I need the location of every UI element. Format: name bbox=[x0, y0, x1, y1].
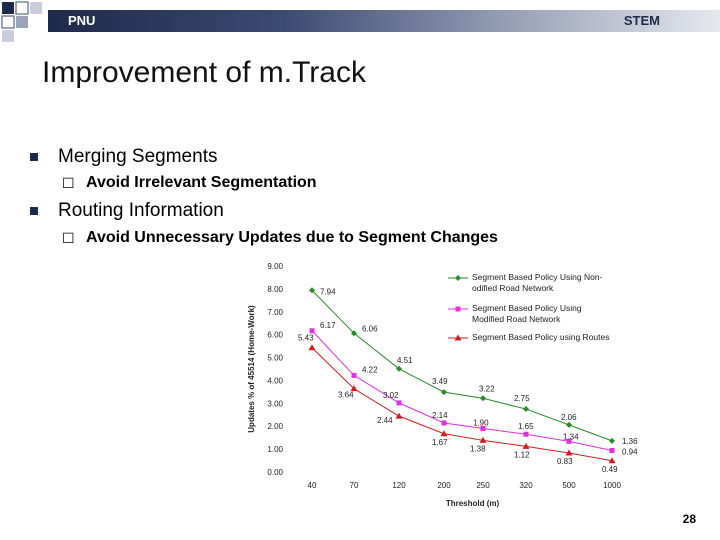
data-label: 4.22 bbox=[362, 365, 378, 374]
header-left-label: PNU bbox=[68, 13, 96, 28]
y-tick-label: 3.00 bbox=[267, 399, 283, 408]
series-line bbox=[311, 289, 613, 442]
legend-marker bbox=[454, 334, 462, 341]
data-label: 0.49 bbox=[602, 465, 618, 474]
data-label: 0.83 bbox=[557, 457, 573, 466]
y-tick-label: 1.00 bbox=[267, 445, 283, 454]
data-point bbox=[479, 436, 487, 443]
data-point bbox=[523, 406, 529, 413]
data-point bbox=[609, 447, 615, 453]
data-label: 1.12 bbox=[514, 450, 530, 459]
sub-bullet-text: Avoid Irrelevant Segmentation bbox=[86, 174, 317, 191]
legend-label: Segment Based Policy using Routes bbox=[472, 332, 610, 342]
x-tick-label: 500 bbox=[562, 481, 576, 490]
data-point bbox=[608, 457, 616, 464]
slide-title: Improvement of m.Track bbox=[42, 56, 366, 89]
x-tick-label: 250 bbox=[476, 481, 490, 490]
x-tick-label: 70 bbox=[350, 481, 359, 490]
data-point bbox=[480, 395, 486, 402]
y-tick-label: 4.00 bbox=[267, 376, 283, 385]
data-point bbox=[309, 287, 315, 294]
y-tick-label: 9.00 bbox=[267, 262, 283, 271]
legend-marker bbox=[455, 306, 461, 312]
data-label: 2.06 bbox=[561, 413, 577, 422]
data-point bbox=[396, 400, 402, 406]
line-chart: 0.00 1.00 2.00 3.00 4.00 5.00 6.00 7.00 8.00 9.00… bbox=[247, 262, 638, 508]
data-point bbox=[565, 449, 573, 456]
legend-label: odified Road Network bbox=[472, 283, 554, 293]
series-line bbox=[311, 347, 613, 462]
data-label: 5.43 bbox=[298, 334, 314, 343]
data-point bbox=[396, 365, 402, 372]
data-label: 1.67 bbox=[432, 438, 448, 447]
data-label: 2.14 bbox=[432, 411, 448, 420]
logo-squares bbox=[1, 1, 42, 42]
legend-marker bbox=[455, 275, 461, 281]
checkbox-bullet-icon: ☐ bbox=[62, 175, 75, 191]
data-label: 3.22 bbox=[479, 384, 495, 393]
data-label: 4.51 bbox=[397, 356, 413, 365]
data-point bbox=[351, 372, 357, 378]
data-label: 3.64 bbox=[338, 391, 354, 400]
legend-label: Segment Based Policy Using bbox=[472, 303, 582, 313]
data-label: 1.65 bbox=[518, 422, 534, 431]
data-label: 1.36 bbox=[622, 437, 638, 446]
y-axis-label: Updates % of 45514 (Home-Work) bbox=[247, 305, 256, 433]
data-point bbox=[395, 412, 403, 419]
data-label: 2.75 bbox=[514, 394, 530, 403]
data-point bbox=[609, 437, 615, 444]
data-label: 0.94 bbox=[622, 447, 638, 456]
bullet-square-icon bbox=[30, 207, 38, 215]
page-number: 28 bbox=[682, 512, 696, 526]
data-label: 1.34 bbox=[563, 432, 579, 441]
checkbox-bullet-icon: ☐ bbox=[62, 230, 75, 246]
data-point bbox=[351, 330, 357, 337]
data-label: 1.38 bbox=[470, 444, 486, 453]
sub-bullet-text: Avoid Unnecessary Updates due to Segment… bbox=[86, 229, 498, 246]
series-line bbox=[311, 330, 613, 451]
y-tick-label: 2.00 bbox=[267, 422, 283, 431]
bullet-text: Merging Segments bbox=[58, 146, 218, 167]
x-tick-label: 120 bbox=[392, 481, 406, 490]
data-point bbox=[440, 430, 448, 437]
header-right-label: STEM bbox=[623, 13, 660, 28]
data-point bbox=[308, 344, 316, 351]
x-tick-label: 320 bbox=[519, 481, 533, 490]
data-point bbox=[309, 328, 315, 334]
data-label: 6.17 bbox=[320, 321, 336, 330]
y-tick-label: 5.00 bbox=[267, 354, 283, 363]
y-tick-label: 8.00 bbox=[267, 285, 283, 294]
header-bar: PNU STEM bbox=[48, 10, 720, 32]
data-label: 1.90 bbox=[473, 419, 489, 428]
data-point bbox=[441, 389, 447, 396]
legend-label: Segment Based Policy Using Non- bbox=[472, 272, 603, 282]
y-tick-label: 0.00 bbox=[267, 468, 283, 477]
x-tick-label: 40 bbox=[308, 481, 317, 490]
legend-label: Modified Road Network bbox=[472, 314, 561, 324]
data-point bbox=[350, 385, 358, 392]
data-label: 3.49 bbox=[432, 377, 448, 386]
x-tick-label: 1000 bbox=[603, 481, 621, 490]
data-point bbox=[566, 421, 572, 428]
data-point bbox=[523, 431, 529, 437]
bullet-text: Routing Information bbox=[58, 200, 224, 221]
data-point bbox=[441, 420, 447, 426]
data-point bbox=[480, 426, 486, 432]
data-point bbox=[522, 442, 530, 449]
data-label: 6.06 bbox=[362, 324, 378, 333]
x-tick-label: 200 bbox=[437, 481, 451, 490]
data-label: 2.44 bbox=[377, 416, 393, 425]
x-axis-label: Threshold (m) bbox=[446, 499, 500, 508]
data-point bbox=[566, 438, 572, 444]
bullet-square-icon bbox=[30, 153, 38, 161]
y-tick-label: 6.00 bbox=[267, 331, 283, 340]
data-label: 3.02 bbox=[383, 391, 399, 400]
data-label: 7.94 bbox=[320, 287, 336, 296]
y-tick-label: 7.00 bbox=[267, 308, 283, 317]
